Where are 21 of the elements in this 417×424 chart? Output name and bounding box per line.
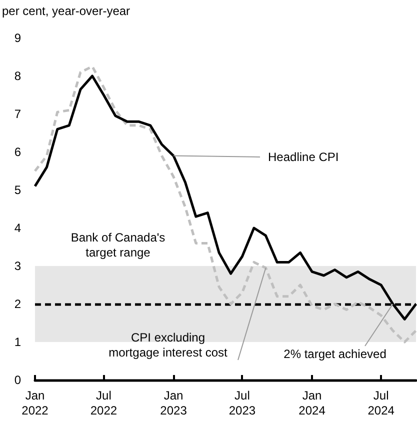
x-tick-label: Jan 2022 (22, 388, 49, 418)
x-tick-label: Jan 2023 (160, 388, 188, 418)
y-tick-label: 0 (14, 373, 22, 387)
x-tick-label: Jul 2023 (228, 388, 256, 418)
y-tick-label: 7 (14, 107, 22, 121)
y-tick-label: 4 (14, 221, 22, 235)
x-tick-label: Jan 2024 (298, 388, 326, 418)
y-tick-label: 3 (14, 259, 22, 273)
annotation: CPI excluding mortgage interest cost (108, 330, 228, 360)
band-label: Bank of Canada's target range (70, 230, 166, 260)
x-tick-label: Jul 2022 (90, 388, 118, 418)
y-axis-title: per cent, year-over-year (2, 4, 130, 18)
x-tick-label: Jul 2024 (368, 388, 395, 418)
annotation: Headline CPI (268, 150, 339, 164)
y-tick-label: 1 (14, 335, 22, 349)
y-tick-label: 6 (14, 145, 22, 159)
y-tick-label: 8 (14, 69, 22, 83)
annotation: 2% target achieved (284, 347, 386, 361)
y-tick-label: 2 (14, 297, 22, 311)
y-tick-label: 5 (14, 183, 22, 197)
y-tick-label: 9 (14, 31, 22, 45)
